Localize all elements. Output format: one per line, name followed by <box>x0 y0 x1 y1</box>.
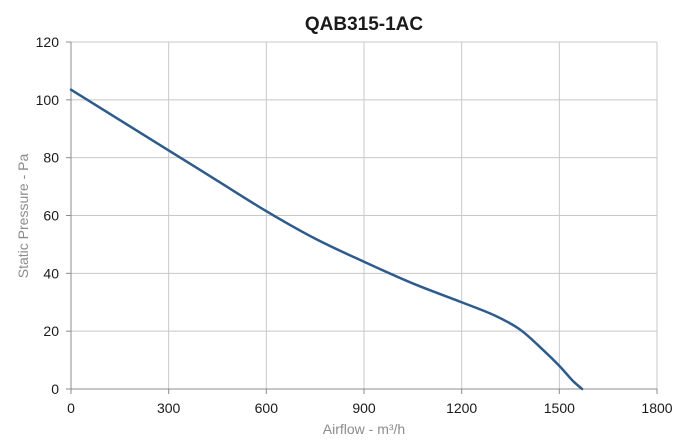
y-tick-label-4: 80 <box>43 150 59 166</box>
y-tick-label-6: 120 <box>36 34 60 50</box>
labels: QAB315-1AC Airflow - m³/h Static Pressur… <box>15 14 673 437</box>
y-tick-label-5: 100 <box>36 92 60 108</box>
x-tick-label-1: 300 <box>157 400 181 416</box>
x-tick-label-5: 1500 <box>544 400 575 416</box>
grid <box>71 41 658 389</box>
axes <box>66 41 658 394</box>
series-line-0 <box>69 88 584 391</box>
x-tick-label-6: 1800 <box>641 400 672 416</box>
y-tick-label-0: 0 <box>51 381 59 397</box>
x-axis-label: Airflow - m³/h <box>323 421 405 437</box>
chart-title: QAB315-1AC <box>305 14 424 35</box>
series <box>69 88 584 391</box>
x-tick-label-2: 600 <box>255 400 279 416</box>
y-axis-label: Static Pressure - Pa <box>15 154 31 279</box>
x-tick-label-3: 900 <box>352 400 376 416</box>
x-tick-label-4: 1200 <box>446 400 477 416</box>
y-tick-label-3: 60 <box>43 208 59 224</box>
y-tick-label-1: 20 <box>43 323 59 339</box>
x-tick-label-0: 0 <box>67 400 75 416</box>
y-tick-label-2: 40 <box>43 265 59 281</box>
